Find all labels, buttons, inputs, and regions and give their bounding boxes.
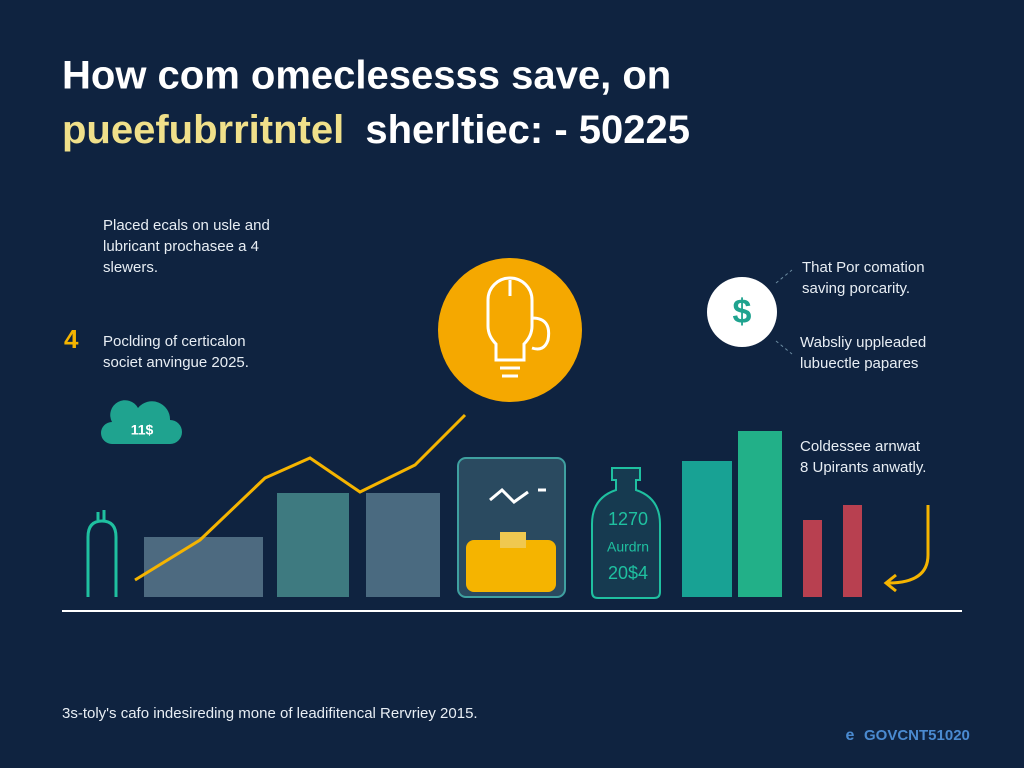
bulb-icon [486,276,551,378]
title-rest: sherltiec: - 50225 [365,108,690,152]
brand: GOVCNT51020 [864,727,970,744]
bottle-text: Aurdrn [607,539,649,555]
note-line: societ anvingue 2025. [103,354,249,371]
note-line: 8 Upirants anwatly. [800,459,926,476]
note-line: Placed ecals on usle and [103,217,270,234]
bar [277,493,349,597]
note-marker: 4 [64,324,79,354]
bar [843,505,862,597]
bar [144,537,263,597]
title-line: How com omeclesesss save, on [62,54,671,98]
note-line: lubuectle papares [800,355,918,372]
note-line: slewers. [103,259,158,276]
bar [366,493,440,597]
pump-icon [86,510,118,597]
note-line: saving porcarity. [802,280,910,297]
bottle-text: 1270 [608,509,648,529]
bottle-text: 20$4 [608,563,648,583]
note-line: Coldessee arnwat [800,438,921,455]
toolbox-icon [466,540,556,592]
footer-note: 3s-toly's cafo indesireding mone of lead… [62,705,478,722]
note-line: Wabsliy uppleaded [800,334,926,351]
dollar-icon: $ [733,293,752,331]
note-line: lubricant prochasee a 4 [103,238,259,255]
card-icon [489,487,546,504]
bottle [591,467,661,599]
note-line: Poclding of certicalon [103,333,246,350]
dollar-circle [707,277,777,347]
cloud-label: 11$ [131,422,154,438]
toolbox-handle [500,532,526,548]
bar [738,431,782,597]
bar [682,461,732,597]
title-line: pueefubrritntel sherltiec: - 50225 [62,108,690,152]
cloud-icon [101,400,182,444]
bar [803,520,822,597]
trend-line [134,413,467,582]
arrow [883,505,930,593]
title-highlight: pueefubrritntel [62,108,344,152]
bulb-circle [438,258,582,402]
note-line: That Por comation [802,259,925,276]
brand-icon: e [846,727,855,744]
